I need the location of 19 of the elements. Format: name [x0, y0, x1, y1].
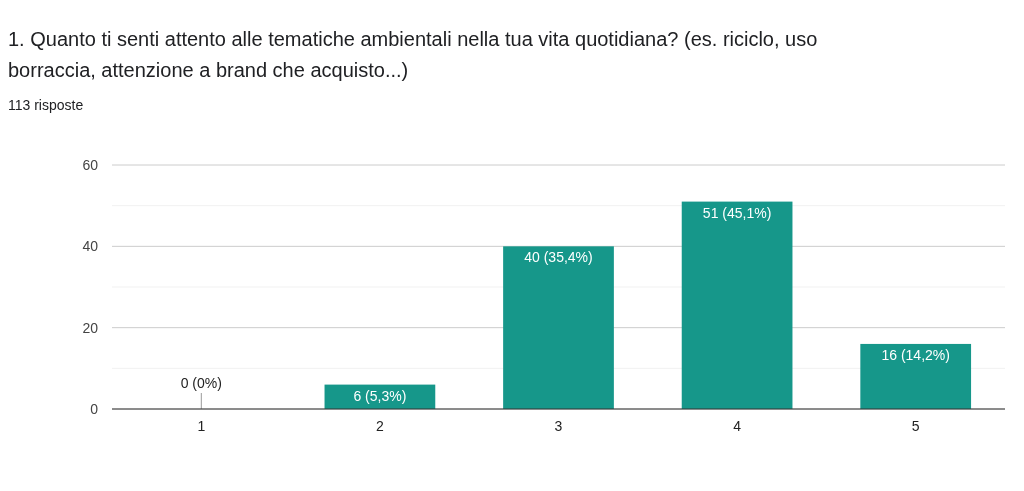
- y-tick-label: 40: [82, 238, 99, 255]
- chart-subtitle: 113 risposte: [8, 97, 84, 113]
- data-label: 6 (5,3%): [353, 387, 407, 404]
- data-label: 51 (45,1%): [702, 204, 772, 221]
- data-label: 0 (0%): [180, 375, 222, 391]
- x-tick-label: 5: [911, 417, 920, 434]
- bar: [860, 343, 972, 409]
- x-tick-label: 3: [554, 417, 563, 434]
- x-tick-label: 4: [733, 417, 742, 434]
- y-tick-label: 20: [82, 319, 99, 336]
- data-label: 16 (14,2%): [881, 346, 950, 363]
- y-tick-label: 0: [90, 400, 99, 417]
- y-tick-label: 60: [82, 156, 99, 173]
- data-label: 40 (35,4%): [524, 249, 593, 266]
- x-tick-label: 1: [197, 417, 206, 434]
- x-tick-label: 2: [376, 417, 384, 434]
- bar: [681, 201, 793, 409]
- bar: [503, 246, 614, 409]
- chart-title: 1. Quanto ti senti attento alle tematiche ambientali nella tua vita quotidiana? (es. riciclo, uso borraccia, attenzione a brand che acquisto...): [8, 28, 818, 81]
